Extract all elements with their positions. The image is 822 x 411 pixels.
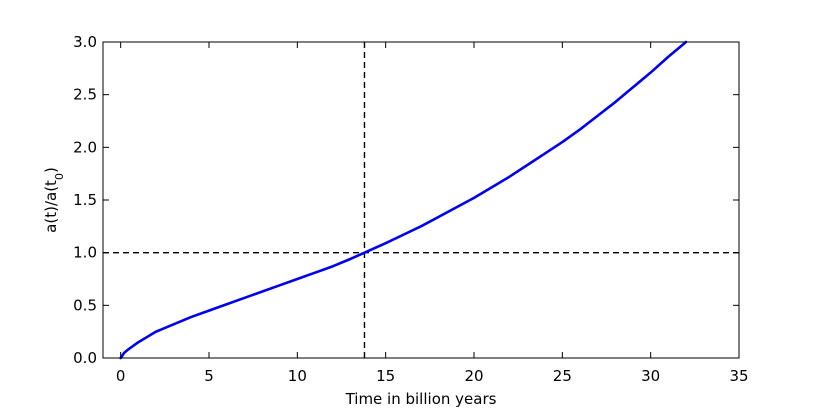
- x-tick-label: 15: [376, 367, 395, 385]
- series-layer: [119, 40, 688, 360]
- x-tick-label: 10: [288, 367, 307, 385]
- x-axis-label: Time in billion years: [345, 390, 497, 408]
- y-axis-label-subscript: 0: [53, 173, 66, 180]
- reference-lines: [103, 42, 739, 358]
- y-tick-label: 1.5: [73, 191, 97, 209]
- x-tick-label: 20: [464, 367, 483, 385]
- plot-frame: [102, 41, 740, 359]
- y-axis-label-base: a(t)/a(t: [42, 180, 60, 233]
- x-tick-label: 30: [641, 367, 660, 385]
- y-tick-label: 1.0: [73, 244, 97, 262]
- y-tick-label: 2.0: [73, 138, 97, 156]
- x-tick-label: 5: [204, 367, 214, 385]
- y-tick-label: 0.0: [73, 349, 97, 367]
- x-tick-label: 35: [729, 367, 748, 385]
- x-tick-label: 0: [116, 367, 126, 385]
- y-axis-label-tail: ): [42, 167, 60, 173]
- y-tick-label: 3.0: [73, 33, 97, 51]
- y-tick-label: 2.5: [73, 86, 97, 104]
- x-tick-label: 25: [553, 367, 572, 385]
- series-line-0: [119, 40, 688, 360]
- y-tick-label: 0.5: [73, 296, 97, 314]
- x-axis: 0 5 10 15 20 25 30 35: [116, 42, 749, 385]
- y-axis-label: a(t)/a(t0): [42, 167, 66, 233]
- y-axis: 0.0 0.5 1.0 1.5 2.0 2.5 3.0: [73, 33, 739, 367]
